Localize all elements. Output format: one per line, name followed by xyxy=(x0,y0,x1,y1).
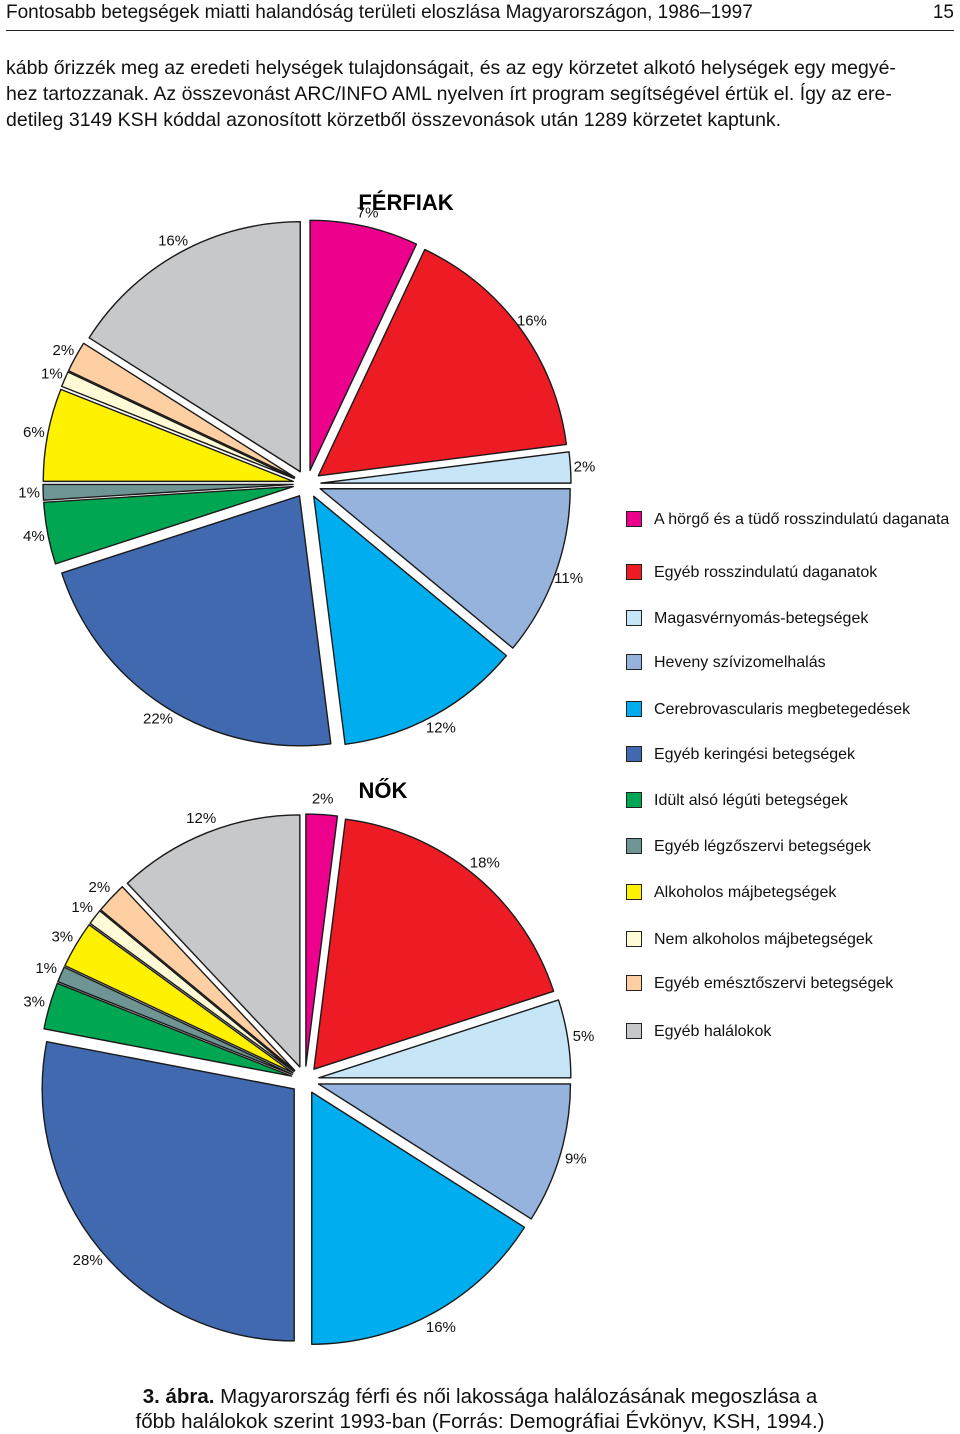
caption-line-1: Magyarország férfi és női lakossága halá… xyxy=(214,1385,818,1408)
slice-label: 1% xyxy=(71,899,93,916)
pie-slice xyxy=(89,910,295,1073)
slice-label: 4% xyxy=(23,528,45,545)
legend-swatch xyxy=(626,884,642,900)
pie-slice xyxy=(313,495,508,745)
slice-label: 2% xyxy=(312,791,334,808)
legend-label: Egyéb keringési betegségek xyxy=(654,746,856,763)
pie-slice xyxy=(126,814,301,1068)
slice-label: 2% xyxy=(89,879,111,896)
figure-caption: 3. ábra. Magyarország férfi és női lakos… xyxy=(0,1384,960,1434)
legend-label: Heveny szívizomelhalás xyxy=(654,654,826,671)
slice-label: 12% xyxy=(186,810,216,827)
legend-label: A hörgő és a tüdő rosszindulatú daganata xyxy=(654,511,950,528)
slice-label: 1% xyxy=(35,960,57,977)
slice-label: 3% xyxy=(51,929,73,946)
pie-slice xyxy=(43,982,293,1077)
legend-label: Idült alsó légúti betegségek xyxy=(654,792,848,809)
slice-label: 18% xyxy=(470,855,500,872)
pie-title: FÉRFIAK xyxy=(358,190,453,215)
legend-label: Egyéb légzőszervi betegségek xyxy=(654,838,872,855)
pie-slice xyxy=(320,451,572,484)
legend-swatch xyxy=(626,511,642,527)
legend-swatch xyxy=(626,564,642,580)
slice-label: 11% xyxy=(554,570,583,587)
caption-line-2: főbb halálokok szerint 1993-ban (Forrás:… xyxy=(135,1410,825,1433)
slice-label: 5% xyxy=(573,1028,595,1045)
pie-slice xyxy=(67,342,296,478)
legend-swatch xyxy=(626,654,642,670)
pie-slice xyxy=(305,813,339,1067)
caption-label: 3. ábra. xyxy=(142,1385,215,1408)
pie-slice xyxy=(317,248,568,477)
pie-title: NŐK xyxy=(359,778,408,803)
pie-slice xyxy=(61,495,332,747)
slice-label: 1% xyxy=(18,485,40,502)
pie-slice xyxy=(311,1091,526,1345)
legend-swatch xyxy=(626,838,642,854)
legend-swatch xyxy=(626,975,642,991)
slice-label: 16% xyxy=(158,232,188,249)
body-line: detileg 3149 KSH kóddal azonosított körz… xyxy=(6,109,782,131)
pie-slice xyxy=(317,1083,572,1220)
pie-slice xyxy=(319,488,571,649)
pie-slice xyxy=(64,924,294,1074)
slice-label: 16% xyxy=(426,1319,456,1336)
slice-label: 2% xyxy=(574,459,596,476)
slice-label: 3% xyxy=(23,993,45,1010)
legend-swatch xyxy=(626,792,642,808)
slice-label: 6% xyxy=(23,424,45,441)
pie-slice xyxy=(42,483,294,501)
slice-label: 1% xyxy=(41,366,63,383)
legend-label: Egyéb rosszindulatú daganatok xyxy=(654,564,878,581)
pie-slice xyxy=(42,388,294,483)
pie-slice xyxy=(99,886,296,1072)
slice-label: 28% xyxy=(73,1252,103,1269)
pie-slice xyxy=(41,1041,295,1342)
page-header: Fontosabb betegségek miatti halandóság t… xyxy=(6,0,954,31)
legend-swatch xyxy=(626,1023,642,1039)
pie-slice xyxy=(313,818,555,1070)
legend-label: Egyéb emésztőszervi betegségek xyxy=(654,975,894,992)
slice-label: 7% xyxy=(357,205,379,222)
legend-label: Cerebrovascularis megbetegedések xyxy=(654,701,911,718)
body-line: kább őrizzék meg az eredeti helységek tu… xyxy=(6,57,896,79)
legend-label: Alkoholos májbetegségek xyxy=(654,884,837,901)
legend-swatch xyxy=(626,701,642,717)
pie-slice xyxy=(318,999,572,1079)
legend-swatch xyxy=(626,610,642,626)
slice-label: 22% xyxy=(143,711,173,728)
pie-slice xyxy=(57,966,293,1076)
page-number: 15 xyxy=(932,2,954,23)
legend-label: Magasvérnyomás-betegségek xyxy=(654,610,869,627)
pie-slice xyxy=(309,219,418,472)
slice-label: 12% xyxy=(426,720,456,737)
header-title: Fontosabb betegségek miatti halandóság t… xyxy=(6,2,753,23)
body-line: hez tartozzanak. Az összevonást ARC/INFO… xyxy=(6,83,892,105)
legend-label: Egyéb halálokok xyxy=(654,1023,772,1040)
legend-swatch xyxy=(626,746,642,762)
slice-label: 16% xyxy=(517,313,547,330)
body-paragraph: kább őrizzék meg az eredeti helységek tu… xyxy=(6,55,956,133)
legend-swatch xyxy=(626,931,642,947)
pie-slice xyxy=(43,485,294,565)
legend-label: Nem alkoholos májbetegségek xyxy=(654,931,873,948)
slice-label: 9% xyxy=(565,1151,587,1168)
pie-slice xyxy=(88,221,301,473)
pie-slice xyxy=(61,371,295,480)
slice-label: 2% xyxy=(53,342,75,359)
